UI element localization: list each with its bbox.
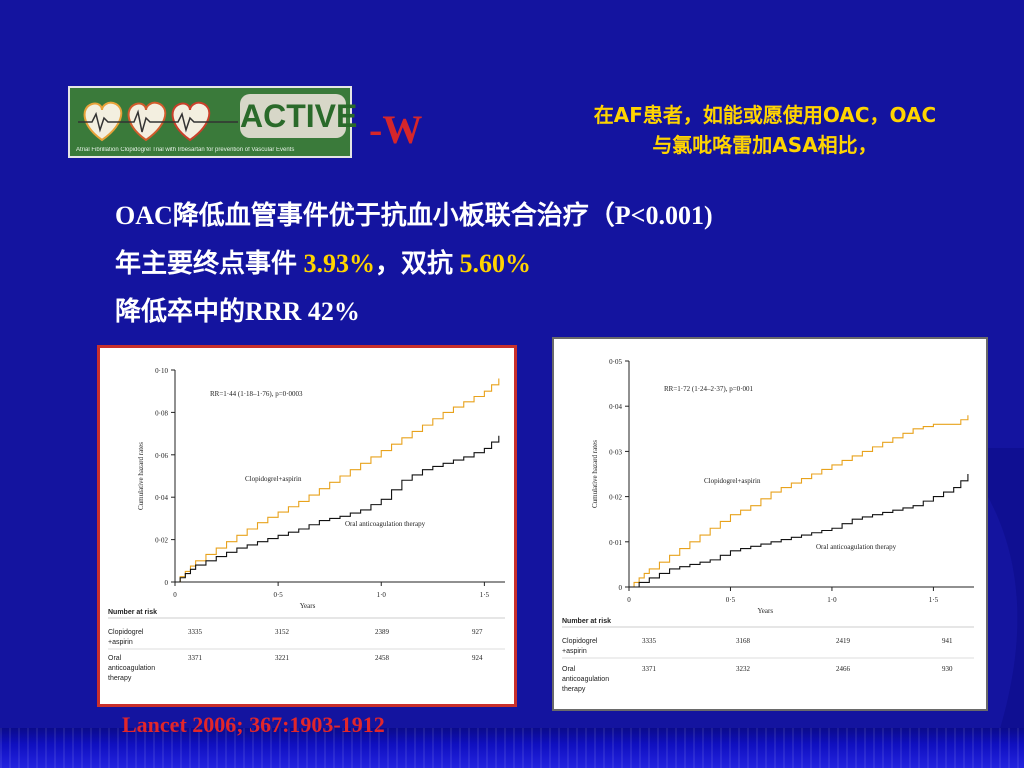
risk-row-label: +aspirin	[108, 639, 133, 646]
series-line-clopidogrel-aspirin	[175, 378, 500, 583]
y-tick-label: 0·02	[609, 494, 622, 502]
risk-table-cell: 3335	[188, 628, 203, 636]
risk-table-cell: 2389	[375, 628, 390, 636]
risk-table-cell: 930	[942, 665, 953, 673]
y-tick-label: 0·04	[609, 403, 622, 411]
heading-line-1: 在AF患者，如能或愿使用OAC，OAC	[593, 103, 937, 127]
risk-row-label: +aspirin	[562, 648, 587, 655]
finding-line-2: 年主要终点事件 3.93%，双抗 5.60%	[115, 240, 713, 288]
heart-ecg-icon	[78, 96, 238, 144]
series-label-clopidogrel-aspirin: Clopidogrel+aspirin	[704, 477, 761, 485]
risk-table-cell: 3335	[642, 637, 657, 645]
risk-table-header: Number at risk	[562, 618, 611, 625]
hazard-chart-stroke: 0 0·01 0·02 0·03 0·04 0·05 0 0·5 1·0 1·5 Years Cumu…	[562, 358, 974, 693]
x-axis-title: Years	[300, 602, 316, 610]
risk-row-label: anticoagulation	[562, 676, 609, 683]
y-tick-label: 0·05	[609, 358, 622, 366]
x-axis-title: Years	[757, 607, 773, 615]
finding-line-1: OAC降低血管事件优于抗血小板联合治疗（P<0.001)	[115, 201, 713, 230]
risk-table-cell: 3152	[275, 628, 290, 636]
y-tick-label: 0	[619, 584, 623, 592]
risk-row-label: Oral	[562, 666, 576, 673]
risk-table-cell: 3232	[736, 665, 751, 673]
y-tick-label: 0·01	[609, 539, 622, 547]
risk-table-header: Number at risk	[108, 609, 157, 616]
logo-tagline: Atrial Fibrillation Clopidogrel Trial wi…	[76, 147, 295, 153]
x-tick-label: 1·5	[929, 596, 939, 604]
risk-table-cell: 3371	[642, 665, 657, 673]
risk-table-cell: 927	[472, 628, 483, 636]
y-tick-label: 0·02	[155, 537, 168, 545]
finding-line-3: 降低卒中的RRR 42%	[115, 297, 360, 326]
risk-table-cell: 2419	[836, 637, 851, 645]
x-tick-label: 1·0	[827, 596, 837, 604]
oac-event-rate: 3.93%	[303, 249, 376, 278]
citation: Lancet 2006; 367:1903-1912	[122, 712, 385, 737]
footer-bar	[0, 728, 1024, 768]
relative-risk-annotation: RR=1·44 (1·18–1·76), p=0·0003	[210, 390, 303, 398]
y-tick-label: 0·04	[155, 494, 168, 502]
risk-table-cell: 2466	[836, 665, 851, 673]
risk-table-cell: 3168	[736, 637, 751, 645]
risk-row-label: therapy	[108, 675, 132, 682]
y-tick-label: 0	[165, 579, 169, 587]
risk-row-label: anticoagulation	[108, 665, 155, 672]
heading-line-2: 与氯吡咯雷加ASA相比，	[652, 133, 878, 157]
y-tick-label: 0·10	[155, 367, 168, 375]
relative-risk-annotation: RR=1·72 (1·24–2·37), p=0·001	[664, 385, 753, 393]
risk-row-label: Clopidogrel	[108, 629, 144, 636]
logo-wordmark: ACTIVE	[240, 94, 357, 138]
series-label-clopidogrel-aspirin: Clopidogrel+aspirin	[245, 475, 302, 483]
heading: 在AF患者，如能或愿使用OAC，OAC 与氯吡咯雷加ASA相比，	[510, 100, 1020, 160]
chart-panel-stroke: 0 0·01 0·02 0·03 0·04 0·05 0 0·5 1·0 1·5 Years Cumu…	[552, 337, 988, 711]
x-tick-label: 1·0	[377, 591, 387, 599]
x-tick-label: 0·5	[273, 591, 283, 599]
y-axis-title: Cumulative hazard rates	[137, 442, 145, 510]
risk-row-label: Oral	[108, 655, 122, 662]
x-tick-label: 0·5	[726, 596, 736, 604]
finding-line-2-prefix: 年主要终点事件	[115, 249, 304, 278]
risk-row-label: Clopidogrel	[562, 638, 598, 645]
risk-row-label: therapy	[562, 686, 586, 693]
y-tick-label: 0·06	[155, 452, 168, 460]
y-tick-label: 0·08	[155, 409, 168, 417]
y-tick-label: 0·03	[609, 448, 622, 456]
key-findings: OAC降低血管事件优于抗血小板联合治疗（P<0.001) 年主要终点事件 3.9…	[115, 192, 713, 336]
title-suffix: -W	[369, 107, 423, 152]
series-label-oral-anticoagulation: Oral anticoagulation therapy	[345, 520, 426, 528]
footer-stripes	[0, 728, 1024, 768]
x-tick-label: 0	[627, 596, 631, 604]
risk-table-cell: 941	[942, 637, 953, 645]
risk-table-cell: 924	[472, 654, 483, 662]
dual-antiplatelet-event-rate: 5.60%	[459, 249, 532, 278]
risk-table-cell: 2458	[375, 654, 390, 662]
finding-line-2-mid: ，双抗	[375, 249, 460, 278]
chart-panel-vascular-events: 0 0·02 0·04 0·06 0·08 0·10 0 0·5 1·0 1·5 Years Cumu…	[97, 345, 517, 707]
hazard-chart-vascular-events: 0 0·02 0·04 0·06 0·08 0·10 0 0·5 1·0 1·5 Years Cumu…	[108, 367, 505, 682]
series-line-oral-anticoagulation	[175, 435, 500, 583]
series-label-oral-anticoagulation: Oral anticoagulation therapy	[816, 543, 897, 551]
series-line-clopidogrel-aspirin	[629, 415, 969, 588]
x-tick-label: 1·5	[480, 591, 490, 599]
series-line-oral-anticoagulation	[629, 474, 969, 588]
x-tick-label: 0	[173, 591, 177, 599]
risk-table-cell: 3371	[188, 654, 203, 662]
y-axis-title: Cumulative hazard rates	[591, 440, 599, 508]
decorative-swoosh	[954, 448, 1024, 748]
risk-table-cell: 3221	[275, 654, 290, 662]
active-logo: ACTIVE Atrial Fibrillation Clopidogrel T…	[68, 86, 357, 158]
